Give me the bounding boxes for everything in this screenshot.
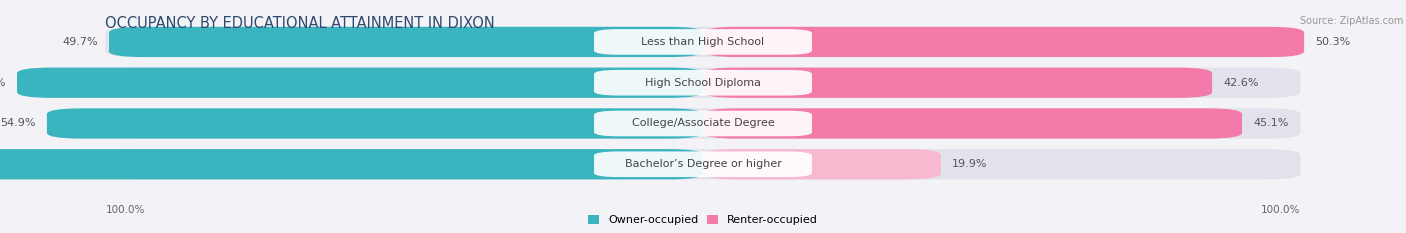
FancyBboxPatch shape bbox=[703, 68, 1212, 98]
Text: 100.0%: 100.0% bbox=[105, 205, 145, 215]
Text: 45.1%: 45.1% bbox=[1253, 119, 1289, 128]
FancyBboxPatch shape bbox=[105, 149, 1301, 179]
FancyBboxPatch shape bbox=[593, 151, 813, 177]
Text: High School Diploma: High School Diploma bbox=[645, 78, 761, 88]
FancyBboxPatch shape bbox=[593, 70, 813, 96]
Text: Source: ZipAtlas.com: Source: ZipAtlas.com bbox=[1299, 16, 1403, 26]
FancyBboxPatch shape bbox=[105, 68, 1301, 98]
FancyBboxPatch shape bbox=[110, 27, 703, 57]
Text: College/Associate Degree: College/Associate Degree bbox=[631, 119, 775, 128]
Text: OCCUPANCY BY EDUCATIONAL ATTAINMENT IN DIXON: OCCUPANCY BY EDUCATIONAL ATTAINMENT IN D… bbox=[105, 16, 495, 31]
Text: 57.4%: 57.4% bbox=[0, 78, 6, 88]
Text: 100.0%: 100.0% bbox=[1261, 205, 1301, 215]
Text: Bachelor’s Degree or higher: Bachelor’s Degree or higher bbox=[624, 159, 782, 169]
FancyBboxPatch shape bbox=[703, 149, 941, 179]
FancyBboxPatch shape bbox=[593, 111, 813, 136]
FancyBboxPatch shape bbox=[17, 68, 703, 98]
Text: 19.9%: 19.9% bbox=[952, 159, 987, 169]
FancyBboxPatch shape bbox=[703, 27, 1305, 57]
Text: 50.3%: 50.3% bbox=[1316, 37, 1351, 47]
FancyBboxPatch shape bbox=[593, 29, 813, 55]
Text: 42.6%: 42.6% bbox=[1223, 78, 1258, 88]
Text: 49.7%: 49.7% bbox=[62, 37, 98, 47]
FancyBboxPatch shape bbox=[46, 108, 703, 139]
FancyBboxPatch shape bbox=[0, 149, 703, 179]
FancyBboxPatch shape bbox=[105, 108, 1301, 139]
FancyBboxPatch shape bbox=[105, 27, 1301, 57]
FancyBboxPatch shape bbox=[703, 108, 1241, 139]
Legend: Owner-occupied, Renter-occupied: Owner-occupied, Renter-occupied bbox=[588, 215, 818, 225]
Text: 54.9%: 54.9% bbox=[0, 119, 35, 128]
Text: Less than High School: Less than High School bbox=[641, 37, 765, 47]
